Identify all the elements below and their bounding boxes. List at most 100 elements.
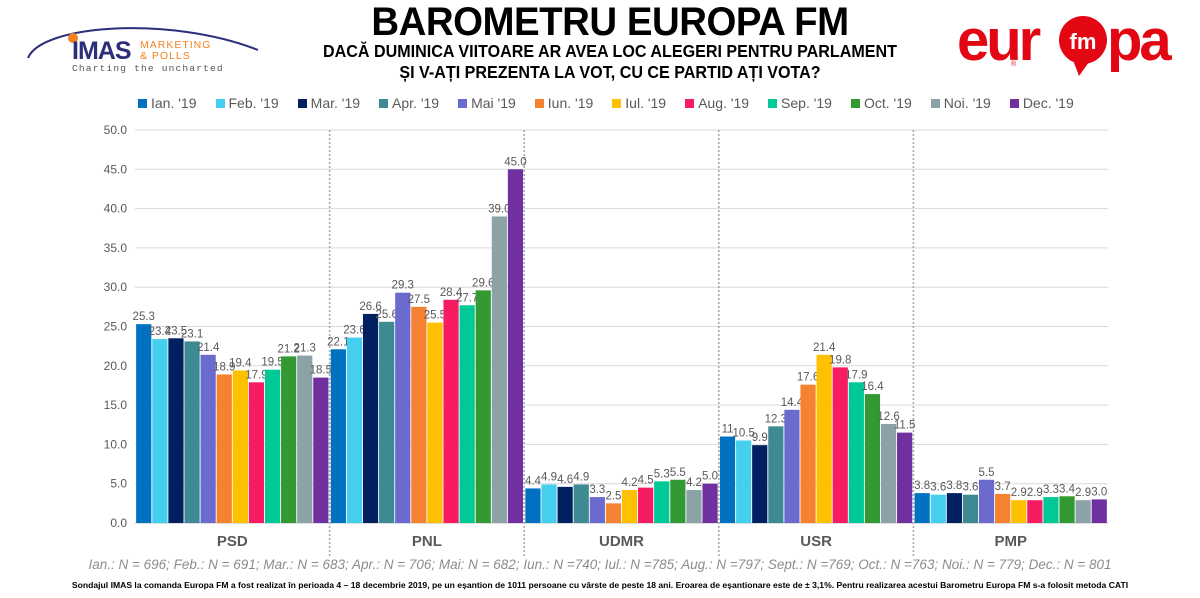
category-label: PSD <box>217 533 248 550</box>
bar <box>168 338 184 523</box>
data-label: 4.2 <box>622 477 638 489</box>
legend-item: Noi. '19 <box>930 94 991 112</box>
bar <box>200 354 216 523</box>
data-label: 25.3 <box>133 311 155 323</box>
legend-item: Iun. '19 <box>534 94 593 112</box>
bar <box>832 367 848 523</box>
data-label: 21.2 <box>277 343 299 355</box>
legend-swatch-icon <box>458 98 468 108</box>
data-label: 23.1 <box>181 328 203 340</box>
legend-swatch-icon <box>138 98 147 108</box>
data-label: 4.4 <box>525 475 542 487</box>
data-label: 22.1 <box>327 336 349 348</box>
data-label: 2.5 <box>605 490 621 502</box>
legend-label: Aug. '19 <box>698 95 750 111</box>
y-tick-label: 5.0 <box>110 477 127 491</box>
bar <box>507 169 524 524</box>
y-tick-label: 20.0 <box>104 359 128 373</box>
data-label: 14.4 <box>781 397 804 409</box>
imas-logo-tagline: Charting the uncharted <box>72 63 224 74</box>
legend-label: Dec. '19 <box>1022 95 1074 111</box>
fm-bubble-icon <box>1059 16 1107 64</box>
bar <box>800 384 816 523</box>
y-tick-label: 50.0 <box>104 123 128 137</box>
bar <box>346 337 363 523</box>
legend-item: Sep. '19 <box>768 94 832 112</box>
bar <box>459 305 475 523</box>
fm-badge: fm <box>1070 29 1097 54</box>
legend-item: Aug. '19 <box>685 94 749 112</box>
bar <box>784 409 800 523</box>
data-label: 3.0 <box>1091 486 1107 498</box>
category-label: PNL <box>412 533 442 550</box>
bar <box>491 216 507 523</box>
bar <box>232 370 248 523</box>
data-label: 16.4 <box>861 381 884 393</box>
bar <box>914 493 930 523</box>
bar-group-udmr: 4.4 4.9 4.6 4.93.32.54.2 4.55.3 5.54.25.0 <box>525 467 718 523</box>
europa-fm-logo: eur fm pa ® <box>957 10 1175 76</box>
data-label: 17.9 <box>245 369 267 381</box>
data-label: 4.6 <box>557 474 573 486</box>
category-label: UDMR <box>599 533 644 550</box>
page-title: BAROMETRU EUROPA FM <box>371 0 849 44</box>
data-label: 23.4 <box>149 326 172 338</box>
y-tick-label: 10.0 <box>104 437 128 451</box>
y-tick-label: 35.0 <box>104 241 128 255</box>
bar-group-psd: 25.3 23.423.523.1 21.4 18.919.417.919.5 21.2… <box>133 311 332 523</box>
svg-text:®: ® <box>1011 60 1017 68</box>
legend-label: Oct. '19 <box>863 95 912 111</box>
bar <box>864 394 881 523</box>
y-tick-label: 40.0 <box>104 202 128 216</box>
bar <box>281 356 297 523</box>
data-label: 5.0 <box>702 471 718 483</box>
bar <box>736 440 752 523</box>
bar <box>686 489 702 523</box>
bar <box>216 374 232 523</box>
legend-label: Mai '19 <box>471 95 516 111</box>
bar <box>978 479 995 523</box>
data-label: 4.9 <box>541 471 557 483</box>
legend-item: Iul. '19 <box>612 94 666 112</box>
data-label: 12.6 <box>877 411 899 423</box>
data-label: 25.6 <box>375 309 397 321</box>
data-label: 3.8 <box>914 480 930 492</box>
data-label: 3.4 <box>1059 483 1076 495</box>
data-label: 45.0 <box>504 156 526 168</box>
bar <box>362 313 379 523</box>
bar <box>1027 500 1043 523</box>
bar <box>962 494 979 523</box>
data-label: 26.6 <box>359 301 381 313</box>
imas-logo-line1: MARKETING <box>140 39 211 51</box>
bar <box>184 341 200 523</box>
data-label: 9.9 <box>752 432 768 444</box>
bar <box>379 321 395 523</box>
bar <box>1059 496 1075 523</box>
legend-swatch-icon <box>685 98 695 108</box>
bar <box>702 483 718 523</box>
data-label: 3.6 <box>962 482 978 494</box>
legend-swatch-icon <box>215 98 225 108</box>
bar <box>248 382 265 523</box>
legend-label: Noi. '19 <box>943 95 991 111</box>
bar <box>816 354 832 523</box>
chart-legend: Ian. '19 Feb. '19 Mar. '19 Apr. '19 Mai '19 I… <box>138 94 1118 112</box>
legend-item: Oct. '19 <box>850 94 912 112</box>
bar <box>443 299 459 523</box>
bar <box>475 290 491 523</box>
legend-item: Mar. '19 <box>297 94 360 112</box>
bar <box>621 489 638 523</box>
bar <box>638 487 654 523</box>
bar <box>525 488 541 523</box>
data-label: 11.5 <box>894 420 916 432</box>
data-label: 27.7 <box>456 292 478 304</box>
bar <box>605 503 622 523</box>
data-label: 29.6 <box>472 277 494 289</box>
question-line-1: DACĂ DUMINICA VIITOARE AR AVEA LOC ALEGE… <box>323 41 897 61</box>
bar <box>313 377 329 523</box>
bar <box>427 322 443 523</box>
legend-label: Apr. '19 <box>392 95 440 111</box>
legend-swatch-icon <box>534 98 544 108</box>
legend-swatch-icon <box>612 98 622 108</box>
